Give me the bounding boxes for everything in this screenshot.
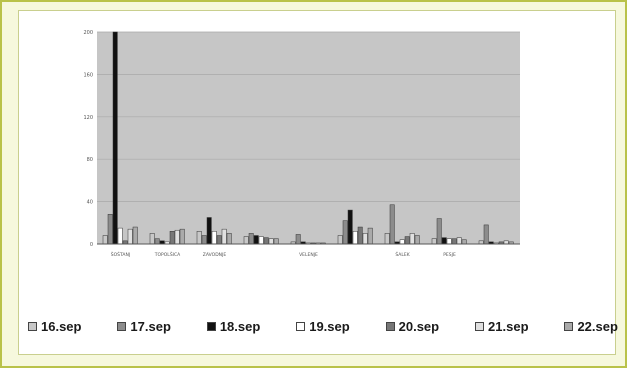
bar-21-sep bbox=[456, 237, 462, 245]
category-label: PESJE bbox=[443, 252, 456, 258]
bar-20-sep bbox=[216, 235, 222, 245]
bar-17-sep bbox=[201, 235, 207, 245]
bar-20-sep bbox=[357, 226, 363, 245]
bar-16-sep bbox=[243, 236, 249, 245]
bar-22-sep bbox=[179, 228, 185, 245]
bar-20-sep bbox=[404, 236, 410, 245]
bar-16-sep bbox=[337, 235, 343, 245]
legend-label: 21.sep bbox=[488, 318, 529, 334]
bar-18-sep bbox=[347, 209, 353, 245]
legend-item-2: 17.sep bbox=[117, 318, 171, 334]
bar-22-sep bbox=[132, 226, 138, 245]
bar-21-sep bbox=[127, 228, 133, 245]
category-label: VELENJE bbox=[299, 252, 318, 258]
bar-19-sep bbox=[446, 238, 452, 245]
legend-label: 20.sep bbox=[398, 318, 440, 334]
bar-19-sep bbox=[352, 231, 358, 245]
category-label: ŠALEK bbox=[395, 251, 410, 258]
y-tick-label: 0 bbox=[90, 242, 93, 248]
legend-label: 19.sep bbox=[309, 318, 350, 334]
bar-17-sep bbox=[107, 214, 113, 245]
bar-17-sep bbox=[389, 204, 395, 245]
legend-item-1: 16.sep bbox=[28, 319, 81, 334]
bar-16-sep bbox=[431, 238, 437, 245]
bar-18-sep bbox=[253, 235, 259, 245]
legend-item-6: 21.sep bbox=[475, 318, 529, 334]
bar-17-sep bbox=[248, 233, 254, 245]
y-tick-label: 160 bbox=[83, 72, 93, 78]
bar-19-sep bbox=[258, 236, 264, 245]
bar-18-sep bbox=[441, 237, 447, 245]
bar-22-sep bbox=[461, 239, 467, 245]
legend-swatch bbox=[385, 321, 395, 331]
category-labels: ŠOŠTANJ TOPOLŠICA ZAVODNJE VELENJE ŠALEK PESJ… bbox=[111, 251, 456, 258]
category-label: ZAVODNJE bbox=[203, 252, 227, 258]
y-tick-label: 120 bbox=[83, 115, 93, 121]
legend-swatch bbox=[117, 321, 127, 331]
bar-21-sep bbox=[174, 229, 180, 245]
legend-label: 22.sep bbox=[577, 318, 618, 334]
bar-20-sep bbox=[263, 237, 269, 245]
bar-17-sep bbox=[436, 218, 442, 245]
y-axis-ticks: 200 160 120 80 40 0 bbox=[83, 30, 93, 248]
legend-label: 18.sep bbox=[219, 318, 261, 334]
legend-item-5: 20.sep bbox=[385, 318, 440, 334]
bar-20-sep bbox=[451, 238, 457, 245]
bar-19-sep bbox=[117, 227, 123, 245]
bar-17-sep bbox=[295, 234, 301, 245]
legend-label: 17.sep bbox=[130, 318, 171, 334]
bar-16-sep bbox=[384, 233, 390, 245]
bar-17-sep bbox=[483, 224, 489, 245]
bar-17-sep bbox=[342, 220, 348, 245]
legend: 16.sep 17.sep 18.sep 19.sep 20.sep 21.se… bbox=[28, 314, 618, 338]
bar-21-sep bbox=[221, 228, 227, 245]
legend-label: 16.sep bbox=[41, 318, 82, 334]
bar-18-sep bbox=[206, 217, 212, 245]
legend-swatch bbox=[475, 321, 485, 331]
bar-21-sep bbox=[362, 233, 368, 245]
y-tick-label: 80 bbox=[87, 157, 93, 163]
bar-21-sep bbox=[409, 233, 415, 245]
bar-18-sep bbox=[112, 31, 118, 245]
y-tick-label: 200 bbox=[83, 30, 93, 36]
legend-item-4: 19.sep bbox=[296, 318, 350, 334]
legend-swatch bbox=[206, 321, 216, 331]
y-tick-label: 40 bbox=[87, 200, 93, 206]
legend-swatch bbox=[28, 321, 37, 331]
bar-16-sep bbox=[196, 231, 202, 245]
bar-20-sep bbox=[169, 231, 175, 245]
legend-item-3: 18.sep bbox=[206, 318, 261, 334]
bar-17-sep bbox=[154, 238, 160, 245]
bar-16-sep bbox=[149, 233, 155, 245]
bar-16-sep bbox=[102, 235, 108, 245]
bar-19-sep bbox=[211, 231, 217, 245]
bar-22-sep bbox=[226, 233, 232, 245]
bar-22-sep bbox=[273, 238, 279, 245]
legend-item-7: 22.sep bbox=[564, 318, 618, 334]
legend-swatch bbox=[564, 321, 574, 331]
legend-swatch bbox=[296, 321, 306, 331]
category-label: TOPOLŠICA bbox=[154, 251, 181, 258]
category-label: ŠOŠTANJ bbox=[111, 251, 130, 258]
plot-area bbox=[97, 32, 520, 244]
bar-19-sep bbox=[399, 239, 405, 245]
bar-22-sep bbox=[367, 227, 373, 245]
bar-21-sep bbox=[268, 238, 274, 245]
bar-22-sep bbox=[414, 235, 420, 245]
